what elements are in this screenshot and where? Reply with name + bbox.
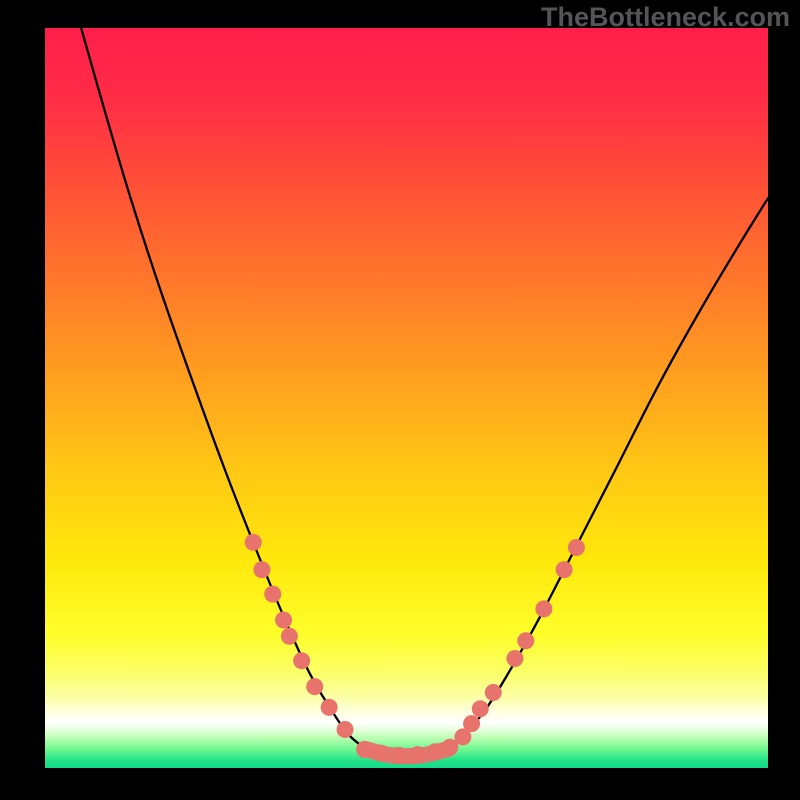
marker-left	[281, 628, 298, 645]
watermark-text: TheBottleneck.com	[541, 2, 790, 33]
chart-svg	[45, 28, 768, 768]
marker-left	[337, 721, 354, 738]
plot-area	[45, 28, 768, 768]
marker-right	[485, 684, 502, 701]
marker-left	[293, 652, 310, 669]
marker-left	[245, 534, 262, 551]
marker-right	[517, 632, 534, 649]
marker-right	[568, 539, 585, 556]
marker-right	[556, 561, 573, 578]
marker-bottom	[391, 747, 408, 764]
marker-right	[463, 715, 480, 732]
marker-left	[321, 699, 338, 716]
marker-right	[506, 650, 523, 667]
marker-bottom	[409, 746, 426, 763]
marker-left	[253, 561, 270, 578]
marker-bottom	[427, 743, 444, 760]
marker-right	[472, 700, 489, 717]
marker-bottom	[441, 739, 458, 756]
marker-right	[535, 600, 552, 617]
marker-left	[306, 678, 323, 695]
marker-left	[264, 586, 281, 603]
marker-bottom	[373, 745, 390, 762]
marker-bottom	[356, 741, 373, 758]
marker-left	[275, 612, 292, 629]
gradient-background	[45, 28, 768, 768]
